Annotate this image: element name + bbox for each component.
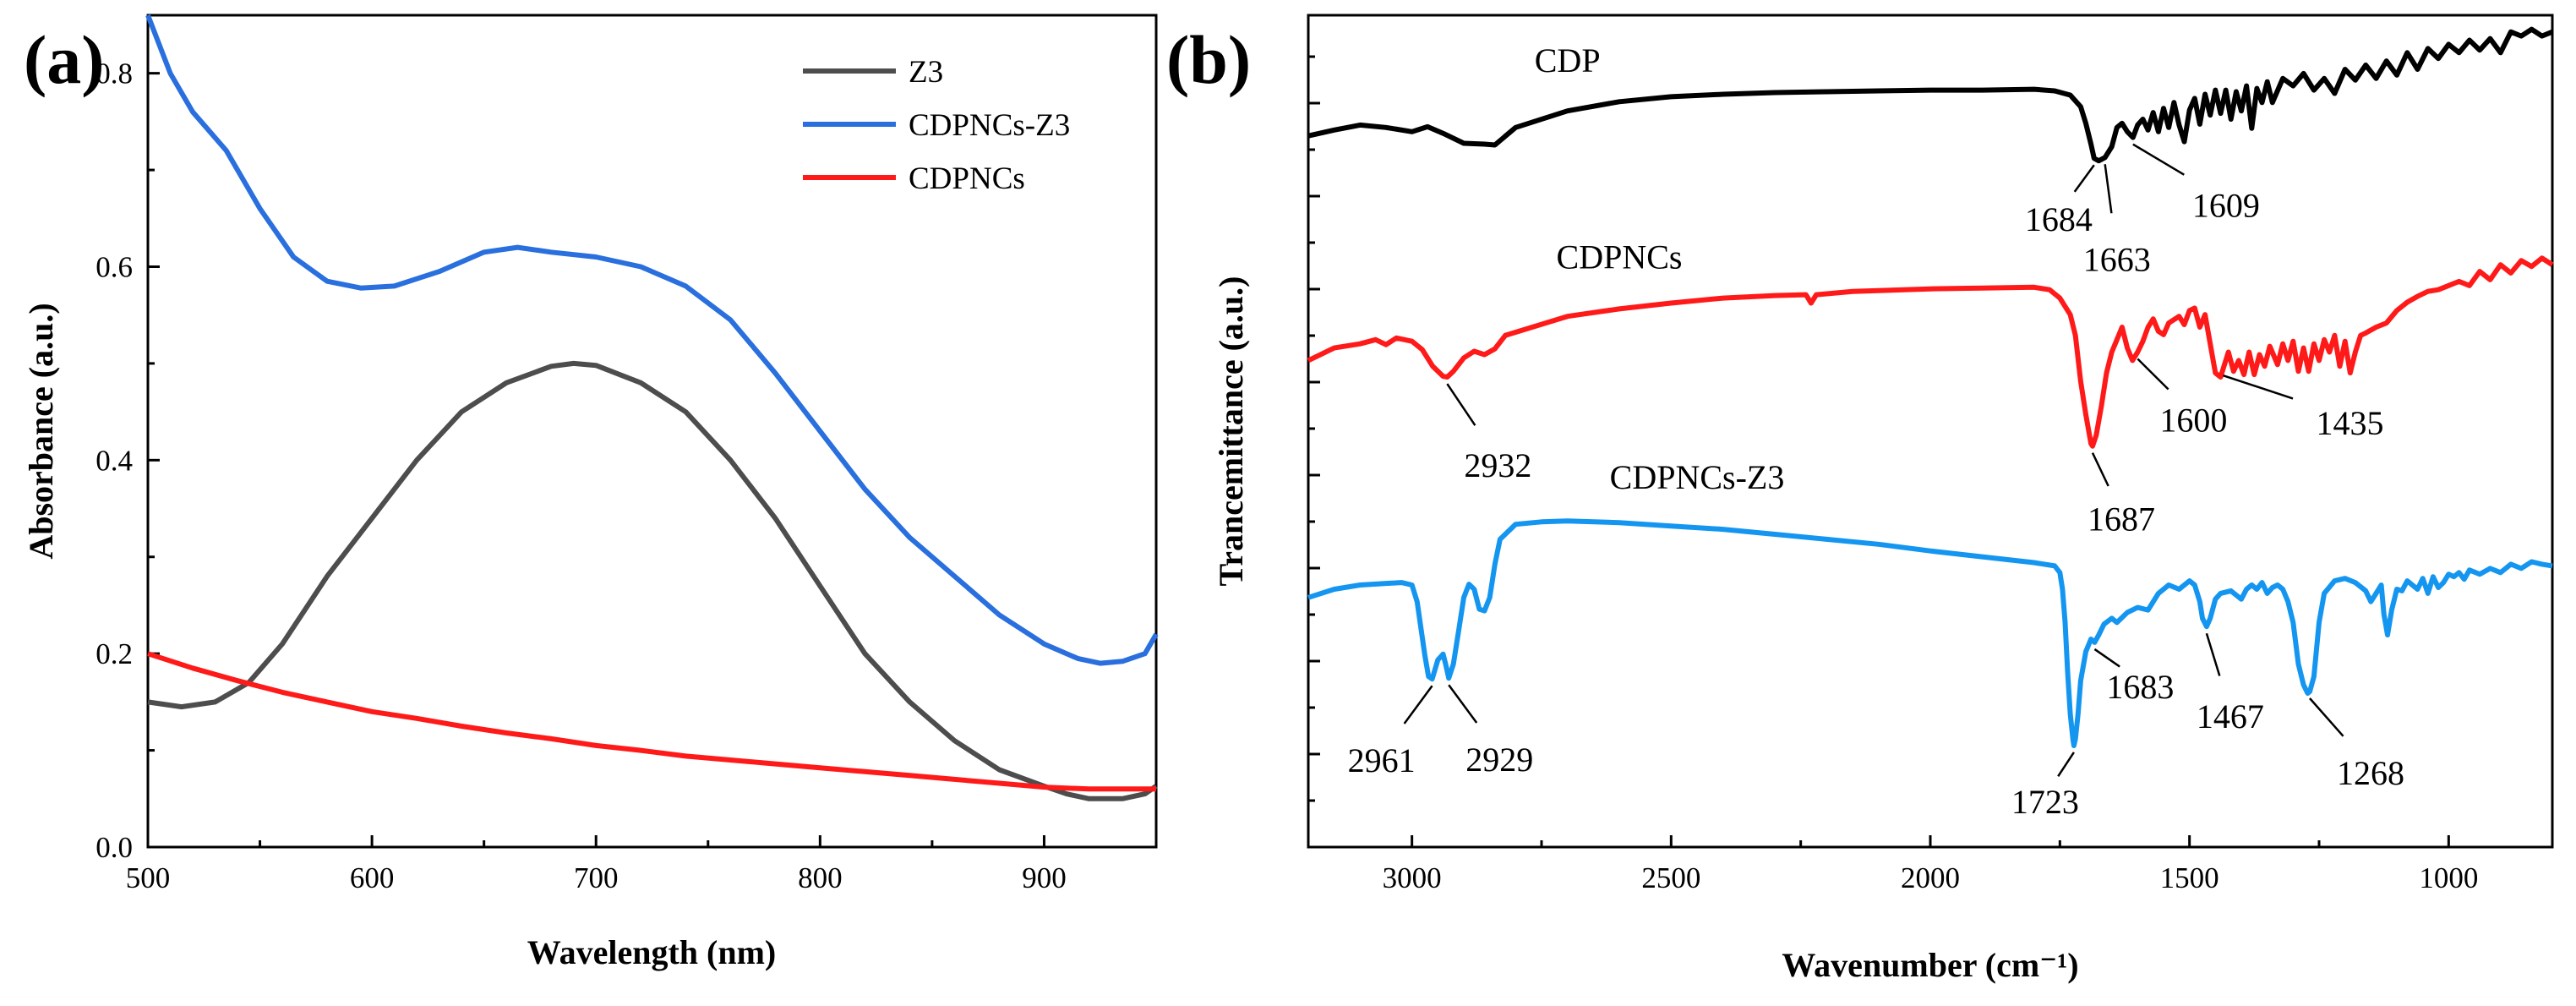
peak-leader-1663 <box>2104 164 2113 214</box>
peak-leader-2932 <box>1446 383 1476 426</box>
panel-b-x-tick-label: 1500 <box>2160 861 2219 894</box>
peak-leader-1600 <box>2137 358 2169 391</box>
panel-a-absorbance-chart: (a) 500 600 700 800 900 0.0 0.2 0.4 0.6 0.8 Z3 CDP… <box>22 14 1159 971</box>
panel-a-x-tick-label: 900 <box>1022 861 1067 894</box>
panel-a-ticks: 500 600 700 800 900 0.0 0.2 0.4 0.6 0.8 <box>96 57 1066 894</box>
panel-b-label: (b) <box>1166 21 1251 98</box>
peak-leader-1268 <box>2309 697 2344 737</box>
peak-label-2932: 2932 <box>1464 446 1531 484</box>
peak-leader-1609 <box>2132 143 2185 176</box>
peak-leader-1435 <box>2223 375 2294 400</box>
panel-b-x-tick-label: 1000 <box>2419 861 2478 894</box>
peak-leader-1723 <box>2057 752 2075 777</box>
peak-leader-1684 <box>2073 164 2095 193</box>
peak-label-1600: 1600 <box>2159 402 2227 440</box>
panel-a-y-tick-label: 0.6 <box>96 250 133 283</box>
panel-b-ticks: 3000 2500 2000 1500 1000 <box>1308 55 2478 894</box>
peak-label-1723: 1723 <box>2011 783 2079 821</box>
panel-a-series-cdpncs-z3 <box>145 14 1159 666</box>
panel-b-series-label-cdp: CDP <box>1535 41 1601 79</box>
panel-b-series-cdpncs-z3 <box>1307 518 2553 748</box>
panel-a-legend: Z3 CDPNCs-Z3 CDPNCs <box>803 55 1070 196</box>
peak-label-1683: 1683 <box>2106 668 2174 706</box>
peak-label-1268: 1268 <box>2337 754 2404 792</box>
peak-leader-1687 <box>2091 452 2109 487</box>
panel-a-series <box>145 14 1159 801</box>
panel-a-y-tick-label: 0.2 <box>96 637 133 670</box>
panel-b-x-tick-label: 2500 <box>1641 861 1700 894</box>
panel-b-series-cdpncs <box>1307 255 2554 449</box>
panel-a-x-tick-label: 800 <box>798 861 843 894</box>
panel-a-y-tick-label: 0.0 <box>96 831 133 864</box>
panel-a-legend-label-z3: Z3 <box>909 55 943 90</box>
peak-label-2961: 2961 <box>1348 741 1416 779</box>
panel-b-x-tick-label: 2000 <box>1901 861 1960 894</box>
peak-label-1687: 1687 <box>2088 500 2155 539</box>
panel-b-x-axis-title: Wavenumber (cm⁻¹) <box>1782 946 2078 984</box>
panel-b-y-axis-title: Trancemittance (a.u.) <box>1212 276 1250 587</box>
panel-a-x-tick-label: 700 <box>574 861 619 894</box>
peak-label-1467: 1467 <box>2197 697 2264 735</box>
peak-label-1609: 1609 <box>2192 187 2260 225</box>
peak-label-1684: 1684 <box>2025 200 2093 238</box>
panel-a-x-tick-label: 500 <box>126 861 171 894</box>
peak-label-2929: 2929 <box>1465 741 1533 779</box>
peak-leader-2929 <box>1448 684 1478 724</box>
panel-b-x-tick-label: 3000 <box>1383 861 1442 894</box>
peak-label-1663: 1663 <box>2083 240 2151 278</box>
panel-b-series-label-cdpncs: CDPNCs <box>1557 238 1683 276</box>
panel-a-y-tick-label: 0.8 <box>96 57 133 90</box>
panel-b-series-cdp <box>1307 26 2554 164</box>
panel-a-x-axis-title: Wavelength (nm) <box>527 933 776 971</box>
panel-a-series-z3 <box>147 360 1158 801</box>
panel-b-series <box>1307 26 2554 748</box>
panel-b-series-label-cdpncs-z3: CDPNCs-Z3 <box>1610 458 1785 496</box>
panel-b-ftir-chart: (b) 3000 2500 2000 1500 1000 CDP CDPNCs CDPNCs… <box>1166 14 2554 984</box>
panel-a-x-tick-label: 600 <box>350 861 395 894</box>
panel-a-y-tick-label: 0.4 <box>96 444 133 477</box>
panel-a-legend-label-cdpncs-z3: CDPNCs-Z3 <box>909 108 1070 143</box>
panel-a-legend-label-cdpncs: CDPNCs <box>909 161 1025 196</box>
peak-leader-1467 <box>2205 632 2221 676</box>
panel-a-plot-frame <box>146 14 1158 849</box>
panel-a-series-cdpncs <box>147 651 1156 792</box>
panel-a-label: (a) <box>24 21 105 98</box>
peak-leader-2961 <box>1403 685 1433 724</box>
peak-leader-1683 <box>2093 648 2120 668</box>
panel-a-y-axis-title: Absorbance (a.u.) <box>22 303 60 559</box>
peak-label-1435: 1435 <box>2317 404 2384 442</box>
